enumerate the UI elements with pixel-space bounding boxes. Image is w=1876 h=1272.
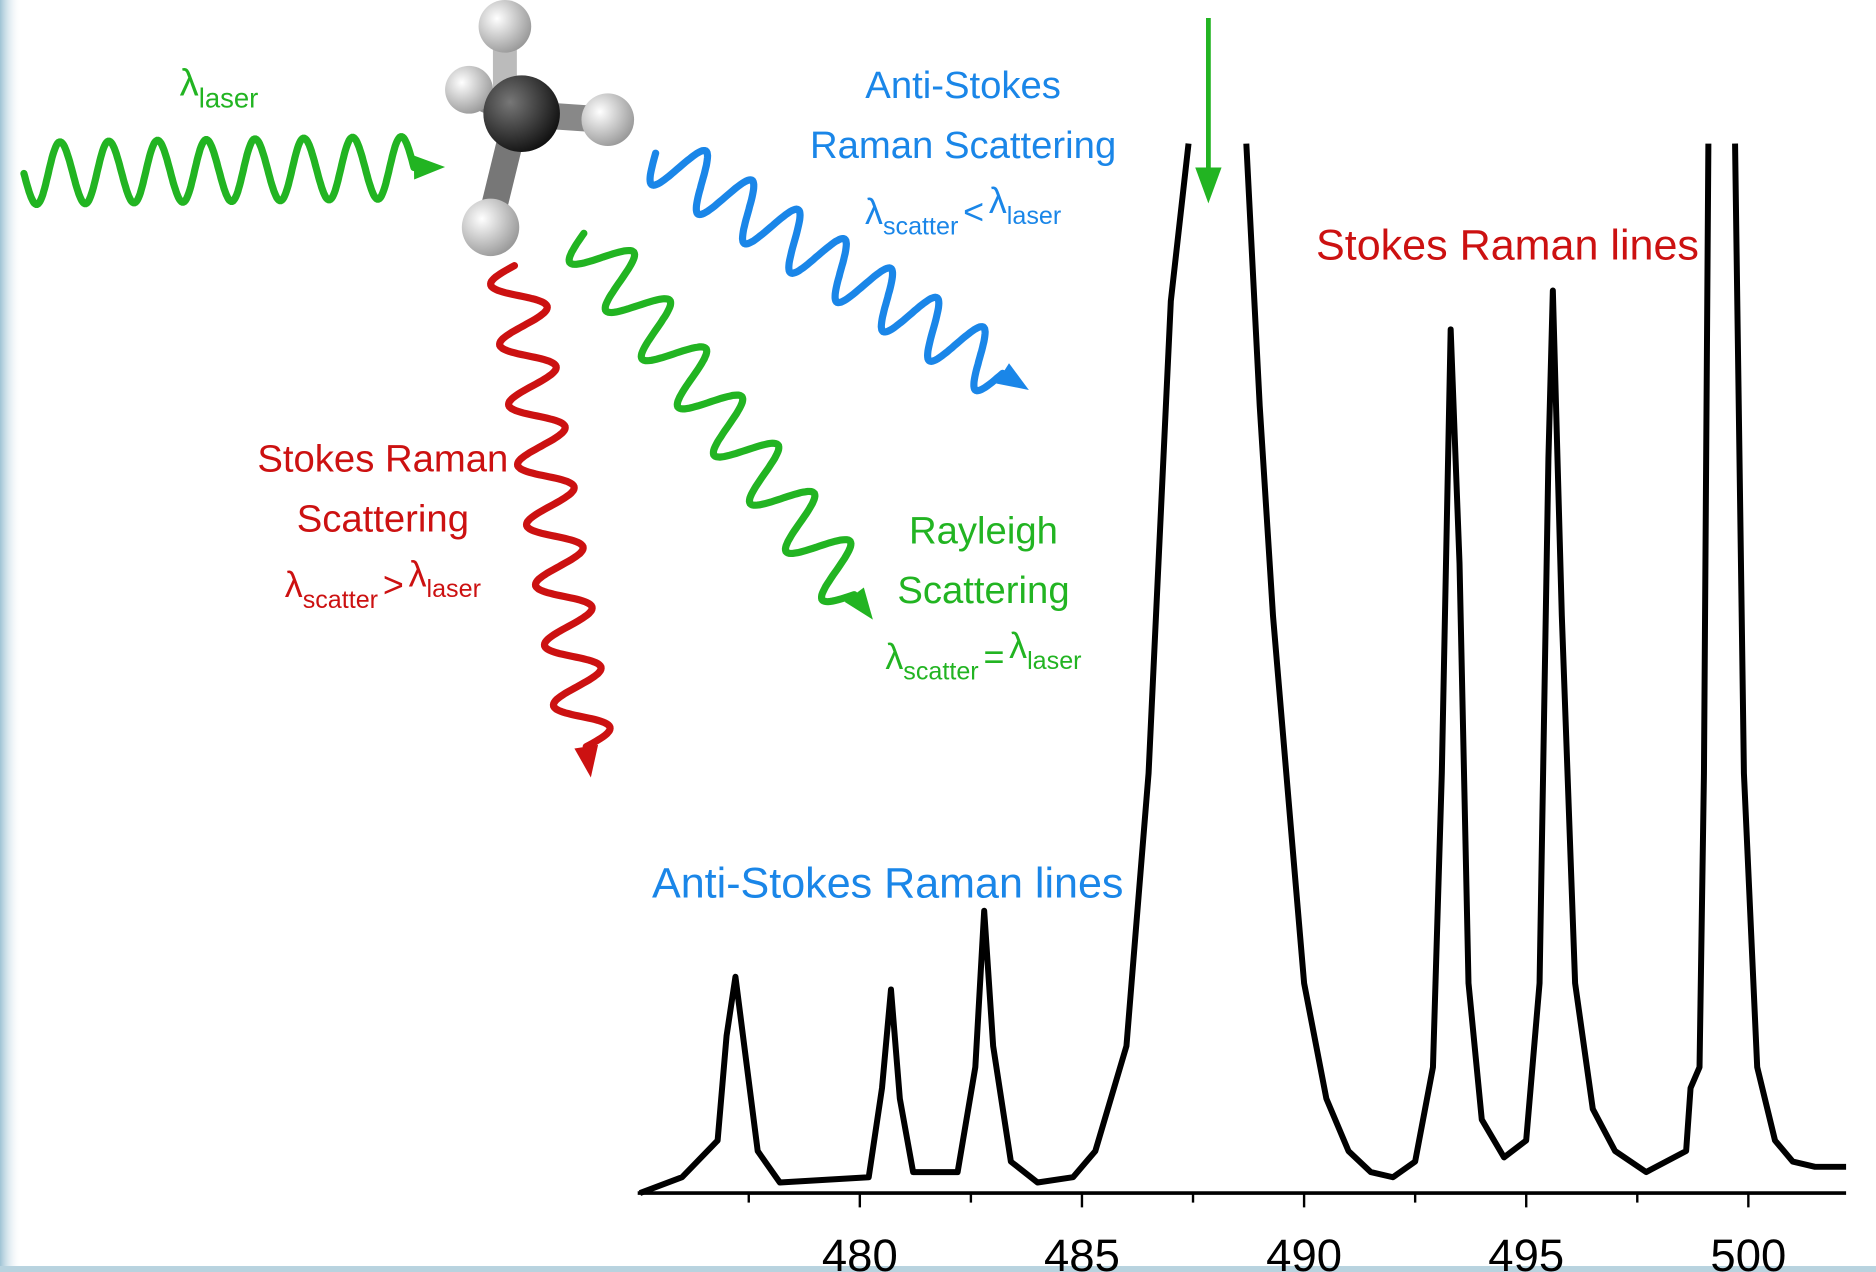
symbol: λ xyxy=(409,554,427,594)
wave xyxy=(565,229,858,606)
x-tick-label: 485 xyxy=(1044,1230,1120,1272)
subscript: scatter xyxy=(883,213,958,241)
symbol: λ xyxy=(1009,626,1027,666)
symbol: = xyxy=(983,637,1004,677)
bottom-strip xyxy=(0,1266,1876,1272)
symbol: λ xyxy=(285,565,303,605)
molecule xyxy=(445,0,635,257)
symbol: < xyxy=(963,192,984,232)
scatter-label: Scattering xyxy=(897,569,1069,612)
subscript: scatter xyxy=(903,658,978,686)
symbol: λ xyxy=(885,637,903,677)
symbol: λ xyxy=(865,192,883,232)
scatter-label: Anti-Stokes xyxy=(865,64,1061,107)
scatter-label: Scattering xyxy=(297,497,469,540)
subscript: scatter xyxy=(303,586,378,614)
subscript: laser xyxy=(427,575,481,603)
x-tick-label: 480 xyxy=(822,1230,898,1272)
edge-shade xyxy=(0,0,22,1272)
arrow-head xyxy=(844,587,873,620)
arrow-head xyxy=(1195,167,1222,204)
scatter-label: Rayleigh xyxy=(909,509,1058,552)
subscript: laser xyxy=(1007,202,1061,230)
relation-label: λscatter = λlaser xyxy=(885,626,1081,686)
symbol: > xyxy=(383,565,404,605)
wave xyxy=(20,133,418,208)
relation-label: λscatter < λlaser xyxy=(865,181,1061,241)
symbol: λ xyxy=(180,62,199,105)
symbol: λ xyxy=(989,181,1007,221)
x-tick-label: 490 xyxy=(1266,1230,1342,1272)
x-tick-label: 495 xyxy=(1488,1230,1564,1272)
subscript: laser xyxy=(1027,647,1081,675)
incident-label: λlaser xyxy=(180,62,259,114)
scatter-label: Stokes Raman xyxy=(257,437,508,480)
scatter-label: Raman Scattering xyxy=(810,124,1116,167)
subscript: laser xyxy=(199,83,259,114)
arrow-head xyxy=(574,744,599,778)
arrow-head xyxy=(413,155,446,180)
annotation: Stokes Raman lines xyxy=(1316,222,1699,270)
annotation: Anti-Stokes Raman lines xyxy=(652,859,1123,907)
spectrum-line xyxy=(638,143,1847,1196)
wave xyxy=(487,262,614,751)
arrow-head xyxy=(996,363,1029,391)
x-tick-label: 500 xyxy=(1710,1230,1786,1272)
wave xyxy=(646,146,1007,395)
relation-label: λscatter > λlaser xyxy=(285,554,481,614)
